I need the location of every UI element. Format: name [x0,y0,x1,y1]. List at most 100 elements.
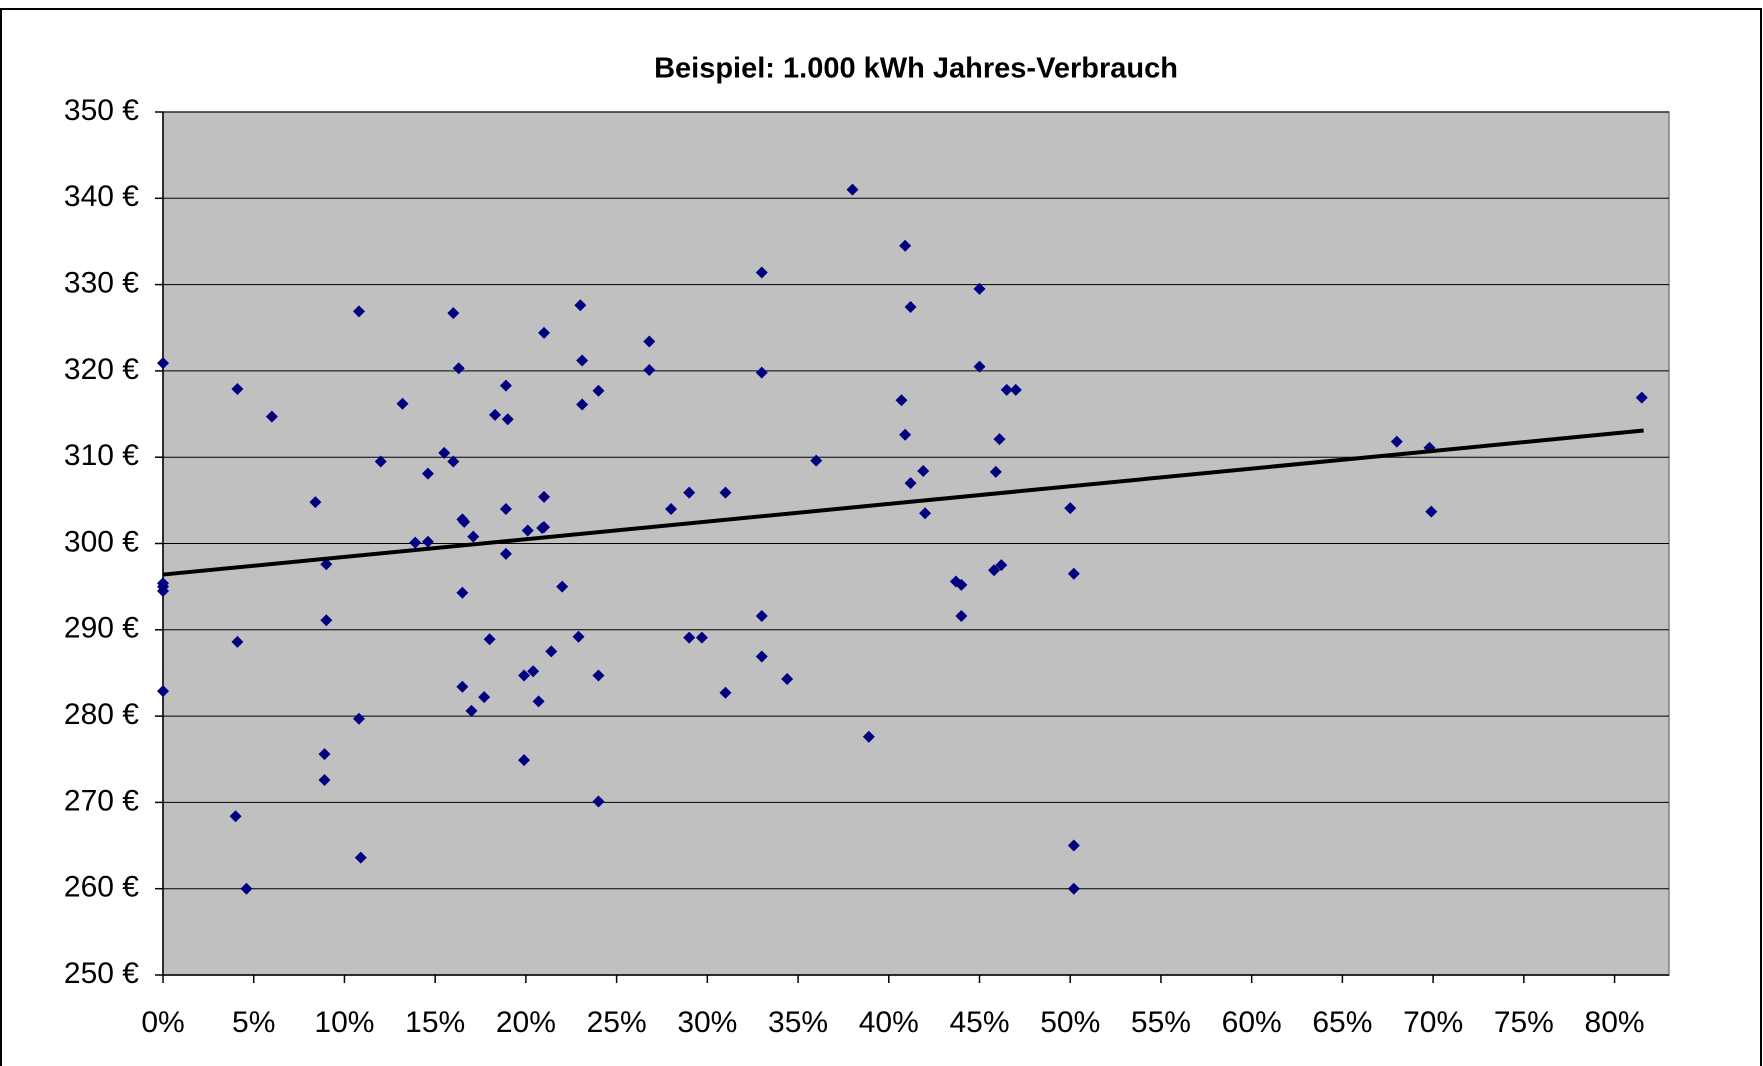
data-point [755,650,768,663]
data-point [499,502,512,515]
data-point [993,433,1006,446]
data-point [572,630,585,643]
x-tick-label: 65% [1312,1006,1372,1039]
data-point [374,455,387,468]
data-point [521,524,534,537]
data-point [917,465,930,478]
data-point [318,748,331,761]
x-tick-label: 0% [141,1006,184,1039]
data-point [447,307,460,320]
data-point [899,239,912,252]
data-point [421,535,434,548]
data-point [1067,567,1080,580]
data-point [1009,383,1022,396]
y-tick-label: 250 € [64,957,139,990]
data-point [489,408,502,421]
data-point [576,398,589,411]
x-tick-label: 75% [1494,1006,1554,1039]
data-point [538,490,551,503]
data-point [478,691,491,704]
data-point [265,410,278,423]
data-point [354,851,367,864]
data-point [518,754,531,767]
data-point [592,795,605,808]
data-point [683,631,696,644]
data-point [592,384,605,397]
y-tick-label: 330 € [64,267,139,300]
data-point [592,669,605,682]
y-tick-label: 340 € [64,180,139,213]
x-tick-label: 60% [1222,1006,1282,1039]
data-point [352,712,365,725]
data-point [499,379,512,392]
data-point [1000,383,1013,396]
y-tick-label: 260 € [64,871,139,904]
y-tick-label: 320 € [64,353,139,386]
data-point [695,631,708,644]
data-point [483,633,496,646]
trend-line [162,428,1644,577]
data-point [643,335,656,348]
data-point [995,559,1008,572]
data-point [919,507,932,520]
data-point [781,672,794,685]
data-point [862,730,875,743]
x-tick-label: 70% [1403,1006,1463,1039]
data-point [320,558,333,571]
x-tick-label: 15% [405,1006,465,1039]
data-point [955,578,968,591]
y-tick-label: 280 € [64,698,139,731]
data-point [1064,502,1077,515]
x-tick-label: 10% [314,1006,374,1039]
x-tick-label: 20% [496,1006,556,1039]
data-point [309,496,322,509]
data-point [719,686,732,699]
data-point [318,773,331,786]
data-point [576,354,589,367]
data-point [665,502,678,515]
data-point [755,366,768,379]
data-point [231,383,244,396]
y-tick-label: 350 € [64,94,139,127]
data-point [532,695,545,708]
data-point [409,536,422,549]
data-point [643,364,656,377]
data-point [467,530,480,543]
data-point [989,465,1002,478]
data-point [538,521,551,534]
data-point [1067,882,1080,895]
data-point [456,680,469,693]
x-tick-label: 5% [232,1006,275,1039]
x-tick-label: 80% [1585,1006,1645,1039]
data-point [755,609,768,622]
data-point [452,362,465,375]
y-tick-label: 290 € [64,612,139,645]
data-point [157,584,169,597]
data-point [229,810,242,823]
x-tick-label: 30% [677,1006,737,1039]
x-tick-label: 25% [587,1006,647,1039]
data-point [1635,391,1648,404]
data-point [157,357,169,370]
data-point [755,266,768,279]
data-point [895,394,908,407]
x-tick-label: 55% [1131,1006,1191,1039]
data-point [157,685,169,698]
data-point [320,614,333,627]
data-point [810,454,823,467]
x-tick-label: 35% [768,1006,828,1039]
data-point [556,580,569,593]
data-point [240,882,253,895]
y-tick-label: 300 € [64,525,139,558]
data-point [447,455,460,468]
data-point [574,299,587,312]
x-tick-label: 50% [1040,1006,1100,1039]
data-point [973,360,986,373]
data-point [527,665,540,678]
data-point [973,282,986,295]
data-point [458,515,471,528]
data-point [456,586,469,599]
data-point [846,183,859,196]
